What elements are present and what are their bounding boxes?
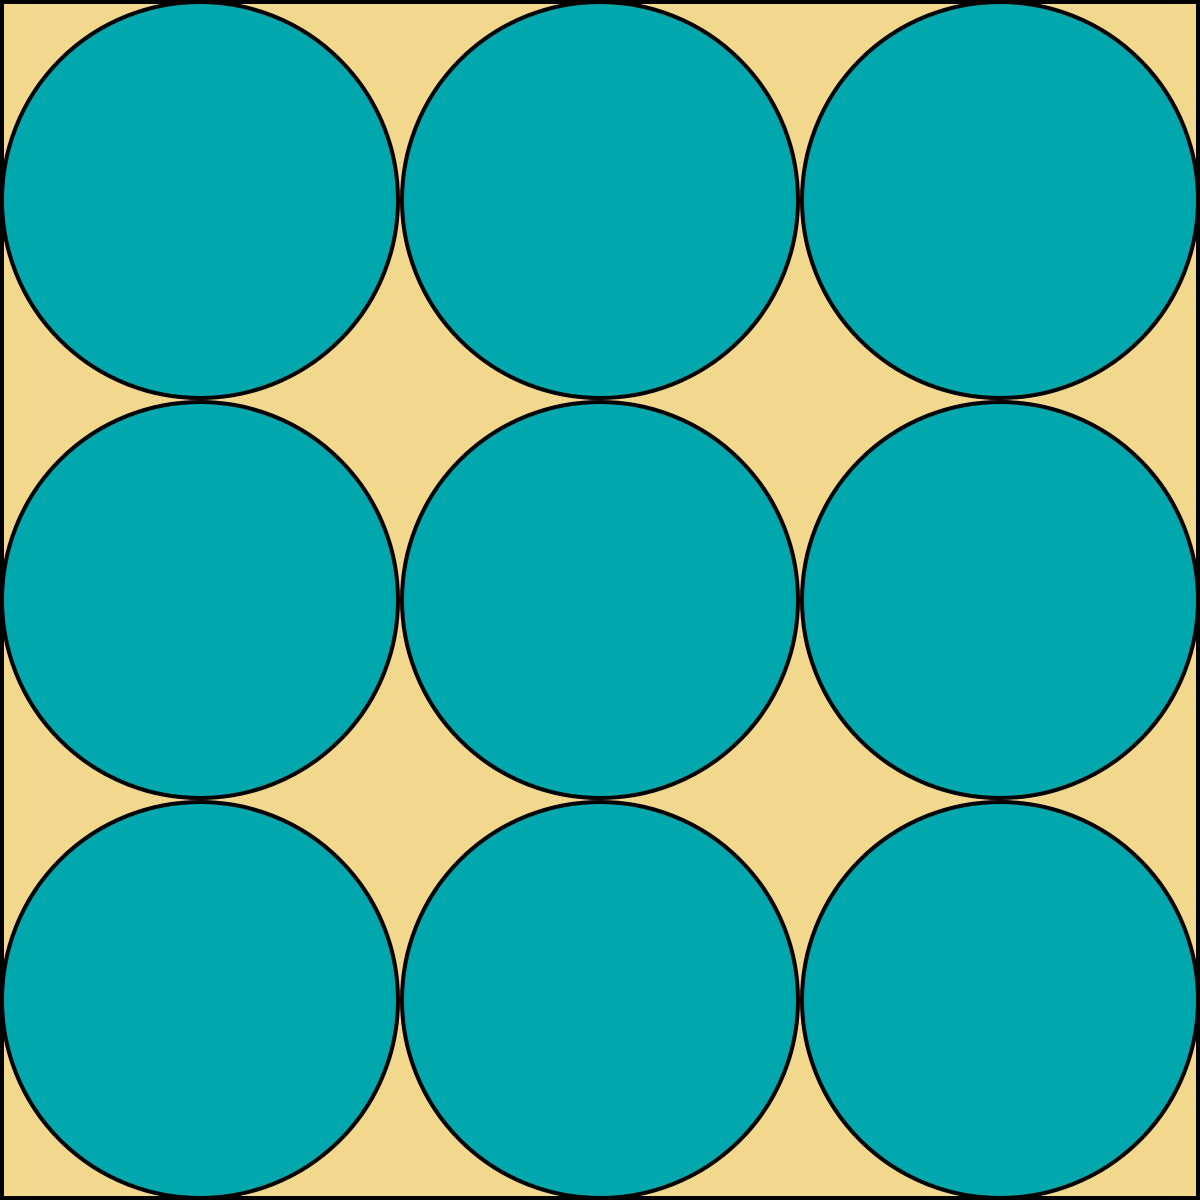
circle-r2-c1 xyxy=(0,400,400,800)
circle-r1-c1 xyxy=(0,0,400,400)
circle-r1-c2 xyxy=(400,0,800,400)
circle-r3-c3 xyxy=(800,800,1200,1200)
circle-r2-c3 xyxy=(800,400,1200,800)
circle-r3-c2 xyxy=(400,800,800,1200)
circle-r1-c3 xyxy=(800,0,1200,400)
circle-r2-c2 xyxy=(400,400,800,800)
circle-r3-c1 xyxy=(0,800,400,1200)
